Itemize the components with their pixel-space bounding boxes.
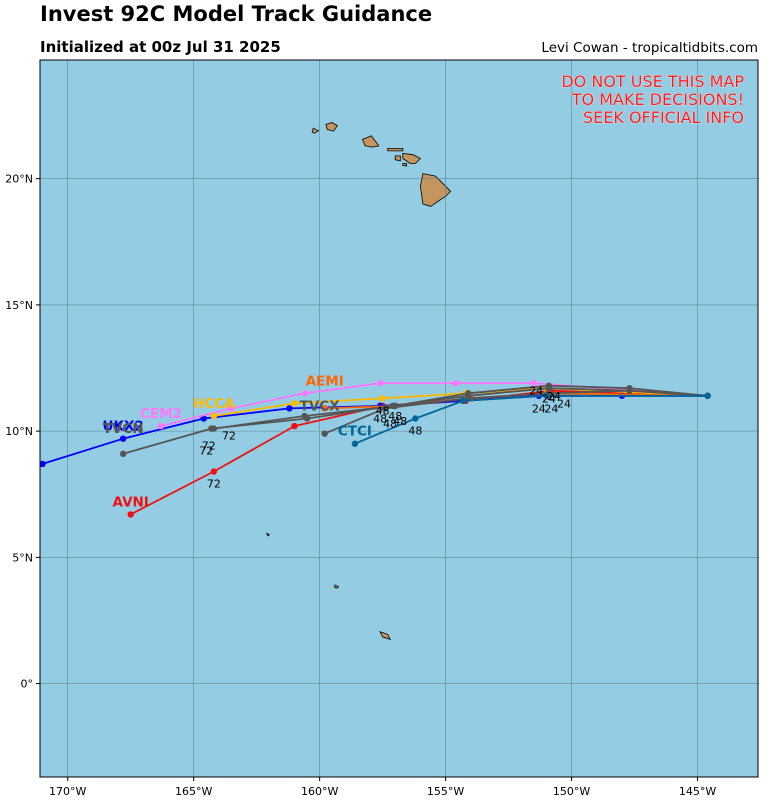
model-label-tvcx: TVCX — [300, 399, 341, 415]
track-point-avni — [291, 422, 298, 430]
forecast-hour-label: 24 — [542, 392, 556, 405]
track-point-cem2 — [301, 390, 308, 397]
track-point-ukx2 — [200, 415, 207, 422]
track-point-tvce — [321, 430, 328, 437]
island — [379, 631, 391, 641]
model-label-ctci: CTCI — [338, 424, 372, 440]
init-time-subtitle: Initialized at 00z Jul 31 2025 — [40, 38, 281, 56]
forecast-hour-label: 72 — [199, 445, 213, 458]
lon-tick-label: 165°W — [175, 785, 212, 798]
track-point-cem2 — [228, 405, 235, 412]
graticule — [40, 60, 758, 777]
track-point-cem2 — [452, 379, 459, 387]
track-point-tvcn — [208, 425, 215, 432]
track-point-avni — [210, 468, 218, 475]
track-point-tvce — [381, 405, 389, 412]
forecast-hour-label: 48 — [408, 425, 422, 438]
track-point-ukx2 — [286, 405, 293, 412]
track-line-tvce — [324, 389, 708, 435]
tracks-layer — [40, 379, 711, 518]
track-point-aemi — [321, 405, 328, 412]
island — [402, 152, 422, 164]
island — [402, 163, 408, 167]
track-point-ctci — [704, 392, 711, 399]
track-point-hcca — [379, 395, 386, 402]
island — [361, 135, 380, 148]
forecast-hour-label: 24 — [547, 390, 561, 403]
lon-tick-label: 170°W — [49, 785, 86, 798]
forecast-hour-label: 48 — [383, 418, 397, 431]
model-label-avni: AVNI — [113, 494, 149, 510]
forecast-hour-label: 72 — [222, 430, 236, 443]
lat-tick-label: 15°N — [5, 299, 33, 312]
track-point-ctci — [460, 397, 467, 405]
island — [265, 532, 270, 537]
track-point-tvcn — [545, 385, 553, 392]
island — [387, 147, 404, 152]
forecast-hour-label: 48 — [393, 415, 407, 428]
lat-tick-label: 0° — [21, 678, 34, 691]
track-point-tvcn — [119, 450, 127, 458]
axis-ticks: 170°W 165°W 160°W 155°W 150°W 145°W 0° 5°N 10°N 1… — [5, 173, 716, 798]
warning-line: SEEK OFFICIAL INFO — [583, 108, 744, 127]
lat-tick-label: 10°N — [5, 425, 33, 438]
lon-tick-label: 160°W — [301, 785, 338, 798]
track-point-tvcn — [303, 415, 311, 422]
lat-tick-label: 5°N — [12, 551, 33, 564]
track-point-ctci — [351, 440, 359, 447]
forecast-hour-label: 48 — [373, 413, 387, 426]
forecast-hour-label: 24 — [529, 385, 543, 398]
model-label-tvcn: TVCN — [103, 421, 144, 437]
lon-tick-label: 155°W — [427, 785, 464, 798]
forecast-hour-label: 72 — [202, 440, 216, 453]
credit-text: Levi Cowan - tropicaltidbits.com — [541, 40, 758, 56]
forecast-hour-label: 24 — [532, 402, 546, 415]
forecast-hour-label: 24 — [544, 402, 558, 415]
model-label-hcca: HCCA — [193, 396, 235, 412]
track-point-cem2 — [530, 379, 537, 387]
forecast-hour-label: 24 — [557, 397, 571, 410]
warning-line: DO NOT USE THIS MAP — [561, 72, 744, 91]
island — [394, 155, 401, 162]
track-point-hcca — [210, 412, 218, 420]
track-point-ctci — [543, 392, 550, 399]
forecast-hour-label: 48 — [388, 410, 402, 423]
lon-tick-label: 145°W — [679, 785, 716, 798]
island — [334, 584, 340, 589]
track-point-hcca — [291, 400, 298, 407]
land-layer — [265, 122, 452, 641]
map-title: Invest 92C Model Track Guidance — [40, 2, 433, 26]
map-frame — [39, 59, 759, 778]
island — [311, 127, 320, 134]
track-point-ukx2 — [119, 435, 127, 442]
ocean-background — [40, 60, 758, 777]
lon-tick-label: 150°W — [553, 785, 590, 798]
model-label-aemi: AEMI — [306, 373, 344, 389]
track-point-ukx2 — [40, 460, 46, 468]
model-label-ukx2: UKX2 — [103, 419, 144, 435]
forecast-hour-label: 48 — [376, 404, 390, 417]
track-point-ctci — [412, 415, 419, 422]
lat-tick-label: 20°N — [5, 173, 33, 186]
track-point-cem2 — [376, 379, 384, 387]
forecast-hour-label: 72 — [207, 478, 221, 491]
warning-line: TO MAKE DECISIONS! — [571, 90, 744, 109]
model-label-cem2: CEM2 — [140, 406, 182, 422]
track-point-avni — [127, 511, 134, 518]
island — [325, 122, 338, 132]
track-point-tvce — [626, 387, 633, 394]
track-point-cem2 — [157, 422, 165, 430]
